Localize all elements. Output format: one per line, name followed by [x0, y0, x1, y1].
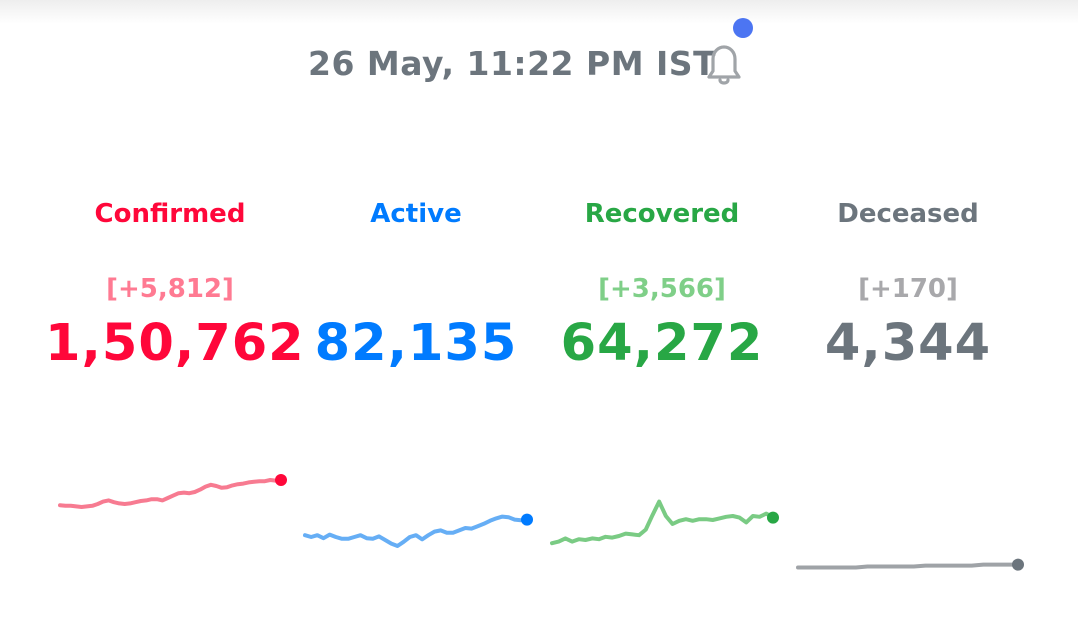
- sparkline-end-dot-confirmed: [275, 474, 287, 486]
- stat-total-deceased: 4,344: [824, 314, 992, 373]
- last-updated-timestamp: 26 May, 11:22 PM IST: [308, 44, 717, 83]
- stat-active[interactable]: Active 82,135: [291, 190, 541, 374]
- stat-total-confirmed: 1,50,762: [45, 314, 305, 373]
- stat-delta-recovered: [+3,566]: [598, 274, 726, 304]
- stat-total-recovered: 64,272: [560, 314, 764, 373]
- stat-recovered[interactable]: Recovered [+3,566] 64,272: [537, 190, 787, 374]
- sparkline-end-dot-recovered: [767, 511, 779, 524]
- stat-total-active: 82,135: [314, 314, 518, 373]
- stat-delta-confirmed: [+5,812]: [106, 274, 234, 304]
- sparkline-deceased: [796, 562, 1020, 570]
- stat-label-deceased: Deceased: [837, 199, 979, 229]
- stat-delta-deceased: [+170]: [858, 274, 958, 304]
- sparkline-confirmed: [58, 478, 283, 509]
- notification-dot: [733, 18, 753, 38]
- stat-delta-active: [291, 270, 541, 308]
- stat-label-confirmed: Confirmed: [94, 199, 246, 229]
- sparkline-recovered: [550, 499, 775, 546]
- bell-icon[interactable]: [696, 18, 753, 92]
- sparkline-end-dot-active: [521, 513, 533, 526]
- stat-deceased[interactable]: Deceased [+170] 4,344: [783, 190, 1033, 374]
- header: 26 May, 11:22 PM IST: [0, 18, 1078, 96]
- stat-label-recovered: Recovered: [584, 199, 740, 229]
- sparkline-end-dot-deceased: [1012, 558, 1024, 571]
- sparkline-active: [303, 514, 529, 548]
- stat-label-active: Active: [370, 199, 462, 229]
- top-shadow: [0, 0, 1078, 24]
- stat-confirmed[interactable]: Confirmed [+5,812] 1,50,762: [45, 190, 305, 374]
- sparklines: [58, 474, 1024, 571]
